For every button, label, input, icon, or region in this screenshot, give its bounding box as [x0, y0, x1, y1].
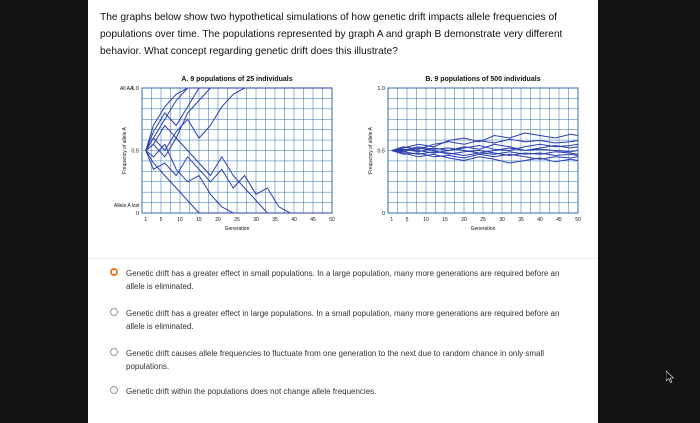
chart-a-y-axis-label: Frequency of allele A [122, 126, 128, 173]
chart-b-x-tick-label: 40 [537, 217, 543, 223]
chart-a-svg: A. 9 populations of 25 individuals 0 0.5 1.… [114, 76, 335, 232]
chart-b-x-tick-label: 20 [461, 217, 467, 223]
chart-a-x-tick-label: 50 [329, 217, 335, 223]
chart-a-x-tick-label: 15 [196, 217, 202, 223]
chart-b-x-tick-label: 30 [499, 217, 505, 223]
chart-b-y-tick-label: 0 [382, 211, 385, 217]
chart-a-x-tick-label: 20 [215, 217, 221, 223]
chart-a: A. 9 populations of 25 individuals 0 0.5 1.… [110, 70, 340, 235]
mouse-cursor-icon [666, 371, 674, 383]
answer-option-3-label: Genetic drift causes allele frequencies … [126, 349, 545, 371]
chart-a-series-line-8 [145, 150, 332, 214]
chart-a-x-tick-label: 45 [310, 217, 316, 223]
chart-a-y-tick-label: 0.5 [131, 149, 139, 155]
chart-b-x-tick-label: 25 [480, 217, 486, 223]
radio-button-2[interactable] [110, 308, 118, 316]
chart-b-svg: B. 9 populations of 500 individuals 0 0.5 1… [368, 76, 581, 232]
chart-b-x-tick-label: 5 [406, 217, 409, 223]
chart-a-x-tick-label: 25 [234, 217, 240, 223]
chart-b-x-axis-label: Generation [471, 226, 496, 232]
answer-option-4-label: Genetic drift within the populations doe… [126, 387, 377, 396]
chart-a-x-axis-label: Generation [225, 226, 250, 232]
chart-a-x-tick-label: 10 [177, 217, 183, 223]
chart-a-top-annotation: All AA [120, 86, 134, 92]
chart-a-x-tick-label: 5 [160, 217, 163, 223]
divider [88, 258, 598, 259]
answer-option-1-label: Genetic drift has a greater effect in sm… [126, 269, 560, 291]
chart-b-series-line-5 [391, 138, 579, 151]
question-card: The graphs below show two hypothetical s… [88, 0, 674, 423]
chart-a-x-tick-label: 30 [253, 217, 259, 223]
radio-button-1[interactable] [110, 268, 118, 276]
radio-button-4[interactable] [110, 386, 118, 394]
answer-option-2-label: Genetic drift has a greater effect in la… [126, 309, 560, 331]
chart-a-y-tick-label: 1.0 [131, 86, 139, 92]
chart-a-x-tick-label: 40 [291, 217, 297, 223]
question-text: The graphs below show two hypothetical s… [100, 12, 563, 57]
chart-a-x-tick-label: 1 [144, 217, 147, 223]
chart-b-series-line-8 [391, 143, 579, 154]
chart-b-series-line-7 [391, 146, 579, 154]
chart-b-x-tick-label: 10 [423, 217, 429, 223]
chart-b-y-tick-label: 0.5 [377, 149, 385, 155]
chart-b-x-tick-label: 15 [442, 217, 448, 223]
chart-b-title: B. 9 populations of 500 individuals [425, 76, 540, 83]
chart-a-title: A. 9 populations of 25 individuals [181, 76, 292, 83]
chart-b-y-axis-label: Frequency of allele A [368, 126, 374, 173]
chart-a-series-line-9 [145, 87, 332, 151]
chart-b-x-tick-label: 45 [556, 217, 562, 223]
radio-button-3[interactable] [110, 348, 118, 356]
chart-a-x-tick-label: 35 [272, 217, 278, 223]
chart-b-series-line-1 [391, 132, 579, 151]
chart-a-bottom-annotation: Allele A lost [114, 203, 140, 209]
chart-b-y-tick-label: 1.0 [377, 86, 385, 92]
chart-a-y-tick-label: 0 [136, 211, 139, 217]
chart-b-x-tick-label: 35 [518, 217, 524, 223]
chart-b-series-line-9 [391, 150, 579, 157]
chart-b-x-tick-label: 1 [390, 217, 393, 223]
chart-b: B. 9 populations of 500 individuals 0 0.5 1… [356, 70, 586, 235]
chart-b-series-line-2 [391, 150, 579, 164]
chart-b-x-tick-label: 50 [575, 217, 581, 223]
